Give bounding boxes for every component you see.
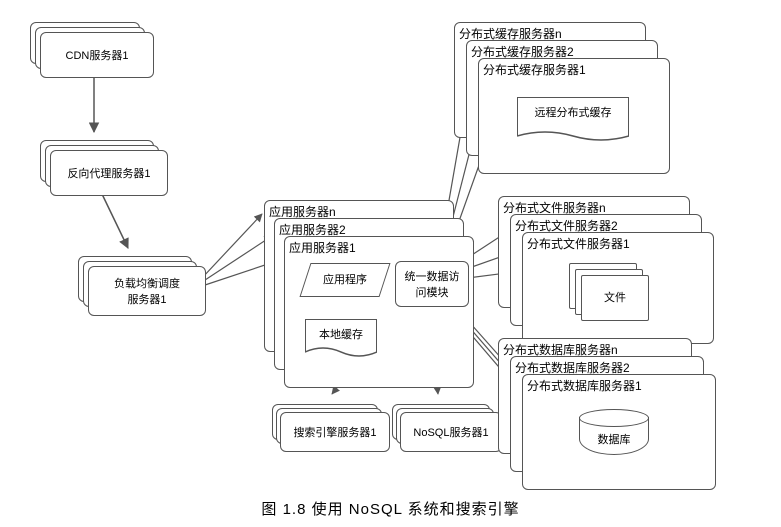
panel-label: 应用服务器1 xyxy=(285,237,473,258)
node-label: 统一数据访 问模块 xyxy=(405,268,460,300)
panel-label: 分布式数据库服务器1 xyxy=(523,375,715,396)
node-label: 应用程序 xyxy=(306,264,384,296)
node-label: 文件 xyxy=(604,292,626,304)
figure-caption: 图 1.8 使用 NoSQL 系统和搜索引擎 xyxy=(0,498,781,519)
panel-label: 分布式缓存服务器1 xyxy=(479,59,669,80)
node-label: NoSQL服务器1 xyxy=(413,424,488,440)
panel-label: 分布式文件服务器1 xyxy=(523,233,713,254)
node-label: CDN服务器1 xyxy=(66,47,129,63)
node-label: 数据库 xyxy=(579,431,649,447)
node-remote-cache: 远程分布式缓存 xyxy=(517,97,629,136)
node-label: 本地缓存 xyxy=(319,329,363,341)
diagram-root: { "caption": "图 1.8 使用 NoSQL 系统和搜索引擎", "… xyxy=(0,0,781,527)
node-label: 负载均衡调度 服务器1 xyxy=(114,275,180,307)
node-label: 反向代理服务器1 xyxy=(67,165,150,181)
node-app-program: 应用程序 xyxy=(299,263,390,297)
node-label: 搜索引擎服务器1 xyxy=(293,424,376,440)
db-icon: 数据库 xyxy=(579,409,649,455)
node-label: 远程分布式缓存 xyxy=(535,107,612,119)
node-data-module: 统一数据访 问模块 xyxy=(395,261,469,307)
node-local-cache: 本地缓存 xyxy=(305,319,377,352)
